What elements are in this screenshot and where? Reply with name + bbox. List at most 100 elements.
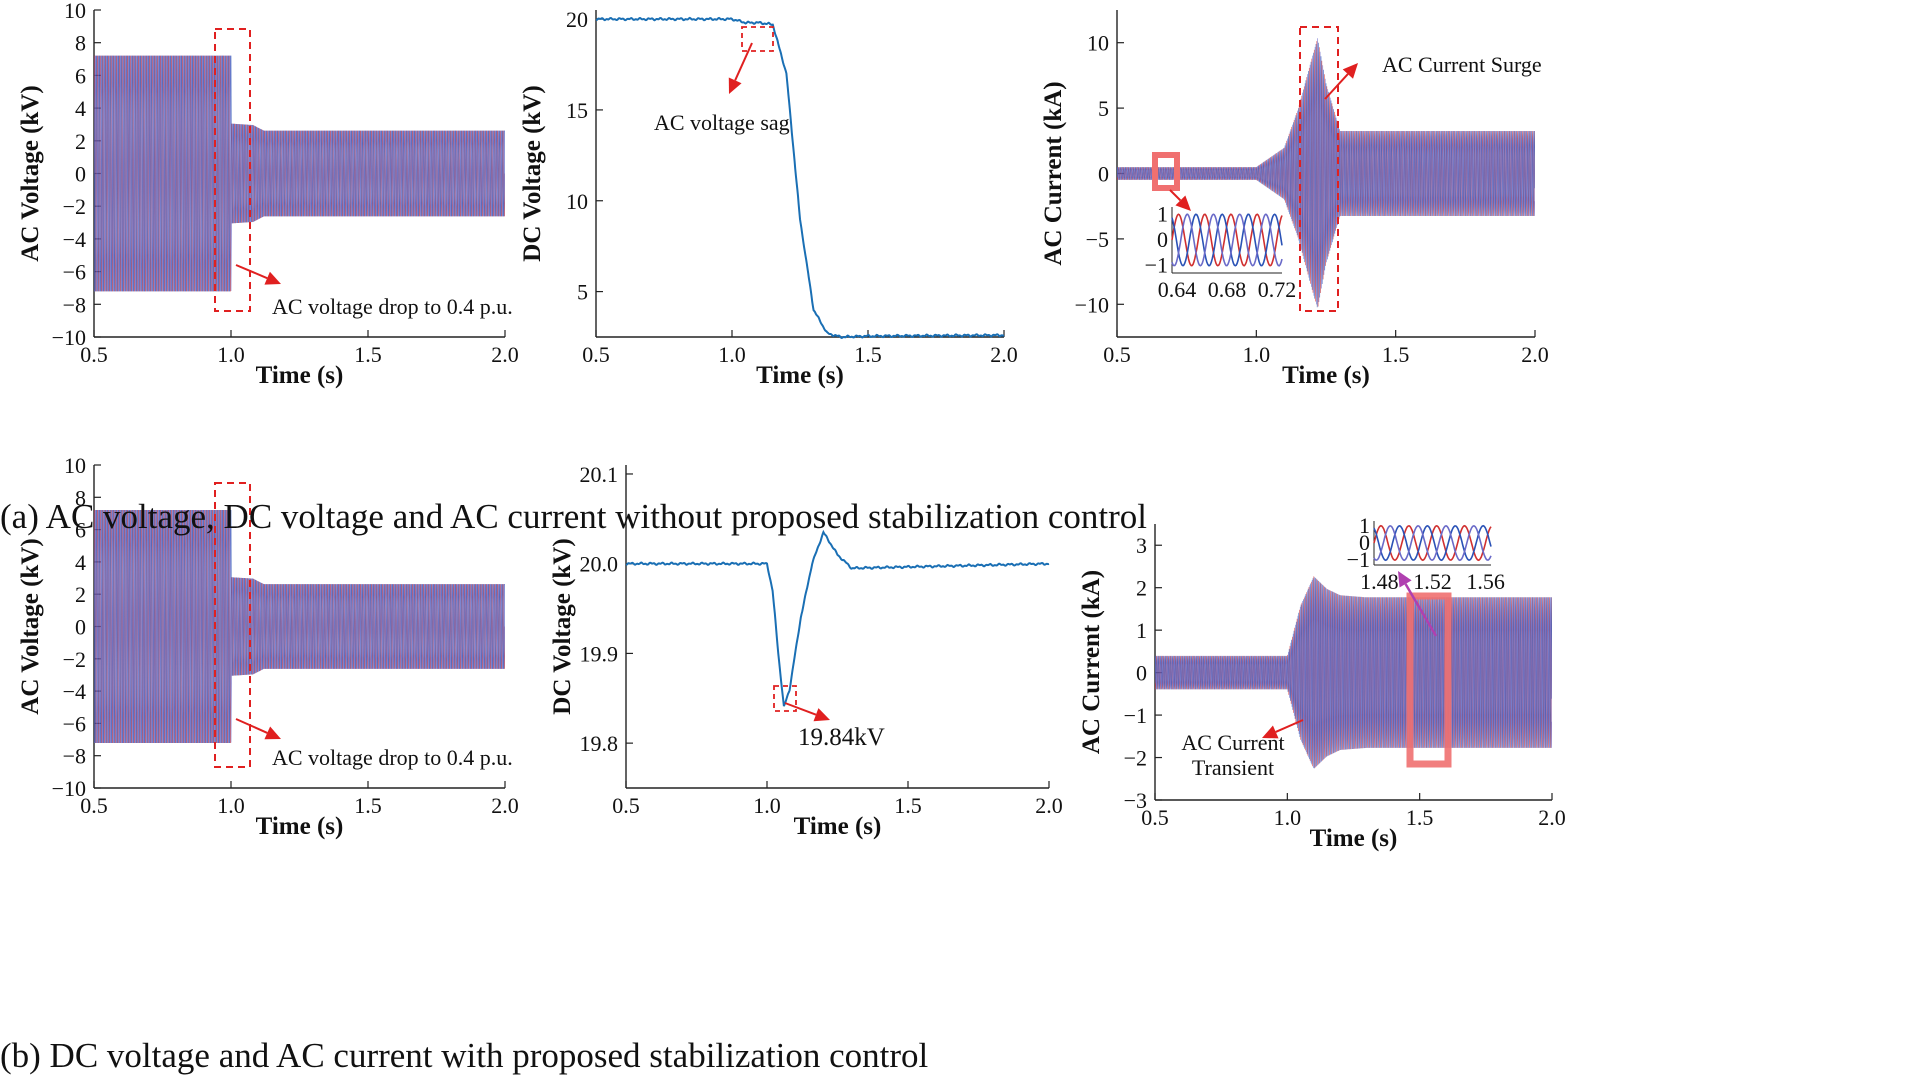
y-tick-label: −5 bbox=[1086, 227, 1109, 252]
y-tick-label: −10 bbox=[1075, 292, 1109, 317]
x-tick-label: 2.0 bbox=[990, 342, 1018, 367]
y-tick-label: 4 bbox=[75, 550, 86, 575]
chart-b1-ac-voltage: 0.5 1.0 1.5 2.0 −10 −8 −6 −4 −2 0 2 4 6 8 10 Time (s) AC… bbox=[17, 453, 519, 840]
phase-a-line bbox=[94, 510, 505, 743]
annotation-arrow-head bbox=[264, 271, 281, 285]
y-tick-label: 3 bbox=[1136, 533, 1147, 558]
x-axis-label: Time (s) bbox=[794, 813, 882, 840]
highlight-box bbox=[214, 482, 251, 768]
y-tick-label: −10 bbox=[52, 325, 86, 350]
x-tick-label: 2.0 bbox=[1521, 342, 1549, 367]
annotation-arrow-line bbox=[1404, 583, 1438, 637]
annotation-label: AC voltage sag bbox=[654, 110, 790, 135]
caption-a: (a) AC voltage, DC voltage and AC curren… bbox=[0, 497, 1147, 536]
y-tick-label: −10 bbox=[52, 776, 86, 801]
y-tick-label: 20.0 bbox=[580, 552, 619, 577]
inset-phase-a-line bbox=[1171, 213, 1283, 267]
y-tick-label: −3 bbox=[1124, 788, 1147, 813]
y-axis-label: AC Voltage (kV) bbox=[17, 85, 44, 261]
y-tick-label: −8 bbox=[63, 744, 86, 769]
x-axis-label: Time (s) bbox=[256, 813, 344, 840]
x-tick-label: 1.0 bbox=[753, 793, 781, 818]
inset-x-tick-label: 0.68 bbox=[1208, 277, 1247, 302]
highlight-box bbox=[1299, 26, 1339, 312]
zoom-box bbox=[1152, 152, 1180, 191]
x-tick-label: 1.5 bbox=[894, 793, 922, 818]
y-tick-label: 0 bbox=[75, 162, 86, 187]
inset-x-tick-label: 1.52 bbox=[1413, 569, 1452, 594]
y-tick-label: 10 bbox=[64, 453, 86, 478]
annotation-arrow-head bbox=[813, 708, 830, 722]
dc-voltage-line bbox=[625, 529, 1050, 707]
annotation-arrow-line bbox=[1169, 189, 1182, 202]
y-tick-label: −4 bbox=[63, 227, 86, 252]
y-tick-label: 4 bbox=[75, 96, 86, 121]
x-tick-label: 1.0 bbox=[1274, 805, 1302, 830]
y-tick-label: 10 bbox=[566, 189, 588, 214]
y-tick-label: 0 bbox=[1098, 162, 1109, 187]
annotation-arrow-head bbox=[1398, 571, 1412, 588]
inset-phase-a-line bbox=[1373, 524, 1492, 562]
x-tick-label: 2.0 bbox=[491, 793, 519, 818]
x-tick-label: 1.0 bbox=[217, 793, 245, 818]
y-tick-label: −6 bbox=[63, 260, 86, 285]
y-tick-label: 10 bbox=[64, 0, 86, 23]
y-axis-label: AC Voltage (kV) bbox=[17, 538, 44, 714]
y-tick-label: 2 bbox=[1136, 576, 1147, 601]
annotation-arrow-line bbox=[1275, 719, 1304, 733]
phase-b-line bbox=[1155, 577, 1552, 769]
x-axis-label: Time (s) bbox=[1310, 825, 1398, 852]
inset-phase-b-line bbox=[1171, 213, 1283, 267]
inset-phase-b-line bbox=[1373, 524, 1492, 562]
y-tick-label: 0 bbox=[75, 615, 86, 640]
x-tick-label: 1.5 bbox=[1406, 805, 1434, 830]
series-waveforms bbox=[94, 510, 505, 743]
y-tick-label: 6 bbox=[75, 63, 86, 88]
y-tick-label: 8 bbox=[75, 31, 86, 56]
zoom-arrow bbox=[1169, 189, 1191, 211]
chart-a1-ac-voltage: 0.5 1.0 1.5 2.0 −10 −8 −6 −4 −2 0 2 4 6 8 10 Time (s) AC… bbox=[17, 0, 519, 389]
x-tick-label: 0.5 bbox=[1141, 805, 1169, 830]
y-tick-label: 2 bbox=[75, 129, 86, 154]
x-tick-label: 1.0 bbox=[217, 342, 245, 367]
inset-b3: 1.48 1.52 1.56 −101 bbox=[1347, 513, 1505, 594]
annotation-label-line2: Transient bbox=[1192, 755, 1274, 780]
inset-y-tick-label: −1 bbox=[1145, 253, 1168, 278]
series-waveforms bbox=[1155, 576, 1552, 769]
y-tick-label: −2 bbox=[1124, 746, 1147, 771]
series-waveforms bbox=[94, 55, 505, 292]
annotation-arrow-head bbox=[1262, 725, 1279, 739]
annotation-label: AC voltage drop to 0.4 p.u. bbox=[272, 745, 513, 770]
x-tick-label: 1.0 bbox=[1243, 342, 1271, 367]
annotation-arrow bbox=[728, 42, 753, 94]
inset-x-tick-label: 0.72 bbox=[1258, 277, 1297, 302]
inset-y-tick-label: 0 bbox=[1157, 227, 1168, 252]
inset-y-tick-label: 0 bbox=[1359, 530, 1370, 555]
highlight-box bbox=[741, 26, 774, 52]
zoom-arrow bbox=[1398, 571, 1438, 637]
y-tick-label: 10 bbox=[1087, 31, 1109, 56]
inset-y-tick-label: −1 bbox=[1347, 547, 1370, 572]
y-tick-label: 6 bbox=[75, 518, 86, 543]
phase-c-line bbox=[94, 55, 505, 292]
chart-a2-dc-voltage: 0.5 1.0 1.5 2.0 5 10 15 20 Time (s) DC Voltage (k… bbox=[519, 7, 1018, 389]
annotation-arrow-line bbox=[235, 264, 268, 280]
x-tick-label: 0.5 bbox=[1103, 342, 1131, 367]
y-tick-label: 2 bbox=[75, 582, 86, 607]
inset-y-tick-label: 1 bbox=[1359, 513, 1370, 538]
x-tick-label: 0.5 bbox=[80, 342, 108, 367]
y-tick-label: 0 bbox=[1136, 661, 1147, 686]
x-tick-label: 1.5 bbox=[854, 342, 882, 367]
y-tick-label: 5 bbox=[1098, 96, 1109, 121]
annotation-arrow-head bbox=[1342, 63, 1358, 79]
annotation-arrow-head bbox=[1175, 195, 1191, 211]
y-tick-label: 15 bbox=[566, 98, 588, 123]
annotation-label: AC voltage drop to 0.4 p.u. bbox=[272, 294, 513, 319]
inset-a3: 0.64 0.68 0.72 −101 bbox=[1145, 201, 1297, 302]
x-tick-label: 2.0 bbox=[1538, 805, 1566, 830]
phase-b-line bbox=[94, 55, 505, 292]
y-tick-label: −2 bbox=[63, 194, 86, 219]
annotation-arrow-line bbox=[784, 702, 817, 716]
y-axis-label: AC Current (kA) bbox=[1040, 81, 1067, 265]
